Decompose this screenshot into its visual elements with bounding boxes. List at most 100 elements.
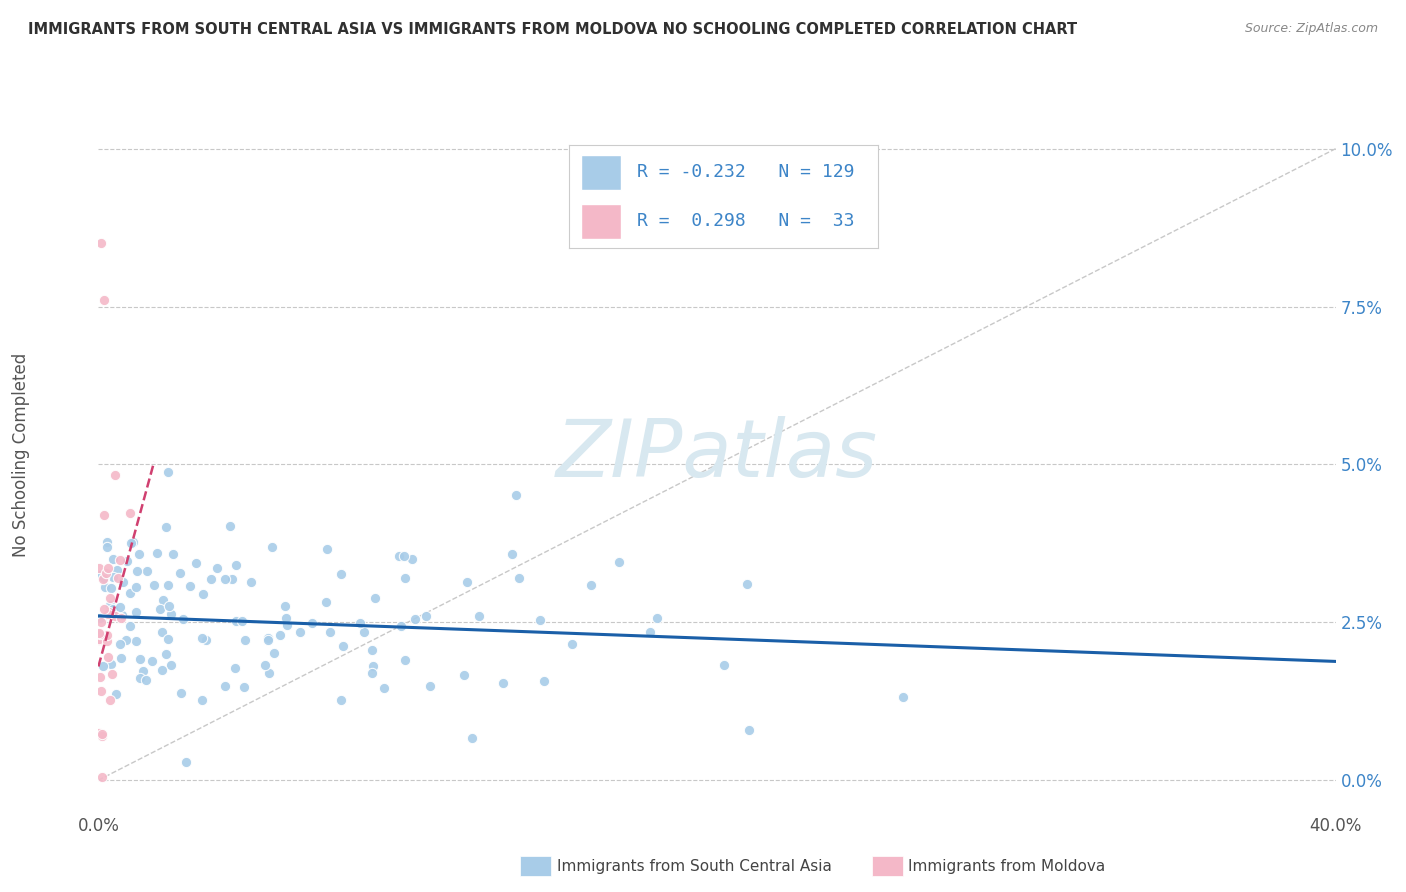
- Point: [737, 723, 759, 737]
- Point: [157, 578, 180, 592]
- Point: [141, 654, 163, 668]
- Point: [89, 670, 111, 684]
- Point: [159, 599, 181, 613]
- Point: [93, 601, 115, 615]
- Point: [186, 556, 208, 570]
- Point: [607, 555, 630, 569]
- Point: [115, 554, 138, 568]
- Point: [115, 632, 138, 647]
- Point: [156, 465, 179, 479]
- Point: [97, 607, 120, 622]
- Point: [315, 594, 337, 608]
- Point: [415, 608, 437, 623]
- Point: [89, 627, 111, 641]
- Text: No Schooling Completed: No Schooling Completed: [13, 353, 30, 557]
- Point: [135, 564, 157, 578]
- Point: [364, 591, 387, 605]
- Point: [98, 605, 121, 619]
- Point: [100, 581, 122, 595]
- Point: [269, 628, 291, 642]
- Point: [257, 631, 280, 645]
- Point: [122, 535, 145, 549]
- Point: [155, 520, 177, 534]
- Point: [330, 693, 353, 707]
- Point: [232, 680, 254, 694]
- Point: [263, 646, 285, 660]
- Point: [468, 609, 491, 624]
- Point: [94, 581, 117, 595]
- Point: [233, 633, 256, 648]
- Point: [160, 607, 183, 621]
- Point: [108, 553, 131, 567]
- Point: [96, 535, 118, 549]
- Point: [349, 615, 371, 630]
- Point: [87, 561, 110, 575]
- Point: [260, 540, 283, 554]
- Point: [93, 293, 115, 308]
- Point: [146, 546, 169, 560]
- Point: [579, 578, 602, 592]
- Point: [96, 633, 118, 648]
- Point: [128, 652, 150, 666]
- Text: R =  0.298   N =  33: R = 0.298 N = 33: [637, 212, 853, 230]
- Point: [149, 602, 172, 616]
- Point: [256, 632, 278, 647]
- Point: [91, 572, 114, 586]
- Point: [111, 574, 134, 589]
- Point: [104, 687, 127, 701]
- Point: [195, 632, 218, 647]
- Point: [501, 547, 523, 561]
- Point: [101, 570, 124, 584]
- Point: [128, 547, 150, 561]
- Point: [505, 488, 527, 502]
- Point: [118, 506, 141, 520]
- Point: [224, 661, 246, 675]
- Point: [132, 664, 155, 678]
- Point: [172, 612, 194, 626]
- Point: [143, 577, 166, 591]
- Point: [87, 632, 110, 646]
- Point: [394, 652, 416, 666]
- Point: [404, 612, 426, 626]
- Point: [219, 519, 242, 533]
- Point: [103, 552, 125, 566]
- Point: [361, 643, 384, 657]
- Point: [561, 637, 583, 651]
- Point: [120, 536, 142, 550]
- Point: [735, 576, 758, 591]
- Point: [273, 599, 295, 614]
- Point: [276, 611, 298, 625]
- Point: [361, 659, 384, 673]
- Point: [419, 679, 441, 693]
- Point: [152, 593, 174, 607]
- Point: [107, 563, 129, 577]
- Point: [96, 628, 118, 642]
- Point: [94, 566, 117, 580]
- Point: [91, 729, 114, 743]
- Point: [533, 674, 555, 689]
- Point: [90, 684, 112, 698]
- Point: [89, 725, 111, 739]
- Text: Immigrants from Moldova: Immigrants from Moldova: [908, 859, 1105, 873]
- Point: [156, 632, 179, 647]
- Point: [101, 667, 124, 681]
- Point: [118, 619, 141, 633]
- Point: [98, 598, 121, 612]
- Point: [107, 571, 129, 585]
- Text: IMMIGRANTS FROM SOUTH CENTRAL ASIA VS IMMIGRANTS FROM MOLDOVA NO SCHOOLING COMPL: IMMIGRANTS FROM SOUTH CENTRAL ASIA VS IM…: [28, 22, 1077, 37]
- Point: [319, 624, 342, 639]
- Point: [110, 651, 132, 665]
- Point: [150, 663, 173, 677]
- Point: [456, 575, 478, 590]
- Point: [160, 658, 183, 673]
- Point: [214, 572, 236, 586]
- Point: [231, 614, 253, 628]
- Point: [460, 731, 482, 746]
- Point: [98, 693, 121, 707]
- Point: [193, 587, 215, 601]
- Point: [508, 571, 530, 585]
- Point: [100, 657, 122, 671]
- Point: [191, 693, 214, 707]
- Text: Source: ZipAtlas.com: Source: ZipAtlas.com: [1244, 22, 1378, 36]
- FancyBboxPatch shape: [581, 204, 621, 239]
